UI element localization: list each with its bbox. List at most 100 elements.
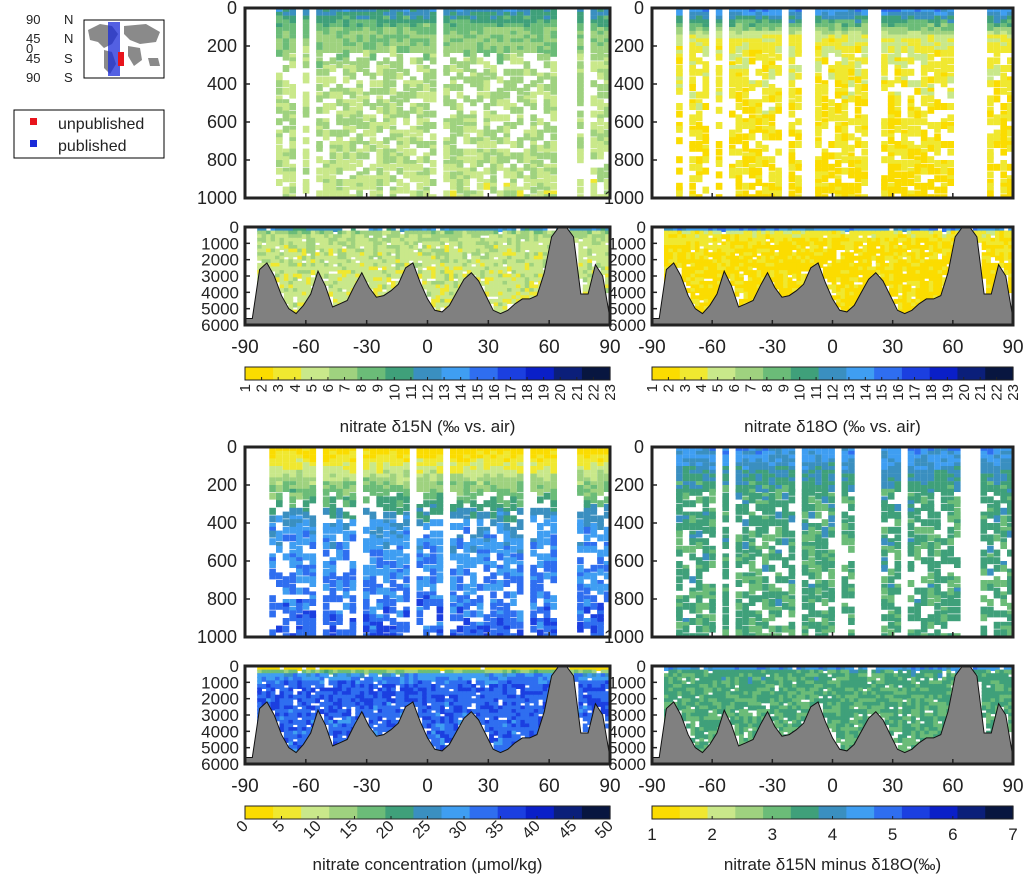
data-cell [834,190,842,198]
data-cell [533,266,539,272]
data-cell [456,118,464,126]
data-cell [543,61,551,69]
data-cell [747,227,753,232]
data-cell [377,291,383,297]
data-cell [597,141,604,148]
data-cell [422,245,427,250]
data-cell [516,23,524,28]
data-cell [399,227,405,232]
data-cell [450,65,457,72]
data-cell [689,129,696,137]
data-cell [818,252,824,258]
data-cell [423,27,430,31]
data-cell [915,248,921,254]
data-cell [493,237,499,243]
data-cell [993,129,1001,137]
data-cell [762,80,769,88]
data-cell [476,156,484,164]
data-cell [725,227,731,232]
data-cell [887,53,895,61]
data-cell [456,61,464,69]
data-cell [341,284,347,290]
data-cell [463,156,470,164]
data-cell [533,255,539,261]
data-cell [429,167,437,175]
data-cell [476,19,484,24]
data-cell [907,27,915,31]
data-cell [884,248,890,254]
data-cell [664,259,669,265]
data-cell [349,144,357,152]
data-cell [717,255,722,261]
data-cell [1007,11,1013,16]
data-cell [297,284,303,290]
data-cell [762,57,769,65]
data-cell [788,30,796,35]
data-cell [721,252,727,258]
data-cell [389,8,397,12]
data-cell [927,19,935,24]
data-cell [578,230,584,236]
data-cell [524,273,530,279]
data-cell [373,230,378,236]
data-cell [292,234,298,240]
data-cell [537,15,544,20]
data-cell [289,144,296,152]
data-cell [735,53,743,61]
data-cell [597,114,604,122]
data-cell [748,57,756,65]
data-cell [987,148,994,156]
data-cell [755,175,763,183]
data-cell [768,156,776,164]
data-cell [862,245,868,250]
data-cell [276,95,283,103]
data-cell [834,137,842,145]
data-cell [788,42,796,47]
data-cell [523,38,531,43]
data-cell [934,76,941,84]
data-cell [435,302,441,308]
data-cell [796,230,802,236]
data-cell [530,42,537,47]
data-cell [755,23,763,28]
data-cell [377,284,383,290]
data-cell [270,255,276,261]
data-cell [416,156,424,164]
data-cell [389,61,397,69]
data-cell [329,38,337,43]
data-cell [288,234,294,240]
data-cell [356,30,363,35]
data-cell [927,179,935,186]
data-cell [987,106,994,114]
data-cell [302,38,310,43]
data-cell [416,110,424,118]
data-cell [282,46,290,53]
data-cell [373,266,378,272]
data-cell [689,46,696,53]
data-cell [389,15,397,20]
data-cell [470,72,477,80]
data-cell [752,248,758,254]
data-cell [396,53,404,61]
data-cell [322,34,330,39]
data-cell [270,245,276,250]
data-cell [516,171,524,179]
data-cell [893,273,899,279]
data-cell [496,91,504,99]
data-cell [502,306,508,312]
data-cell [911,252,916,258]
data-cell [302,57,310,65]
data-cell [934,125,941,133]
data-cell [924,234,930,240]
data-cell [391,241,396,247]
data-cell [828,38,835,43]
data-cell [404,259,410,265]
data-cell [456,156,464,164]
data-cell [457,255,463,261]
data-cell [1000,11,1007,16]
data-cell [947,87,954,95]
data-cell [502,230,508,236]
y-tick-label: 1000 [201,234,239,253]
data-cell [503,103,511,110]
data-cell [907,68,915,76]
